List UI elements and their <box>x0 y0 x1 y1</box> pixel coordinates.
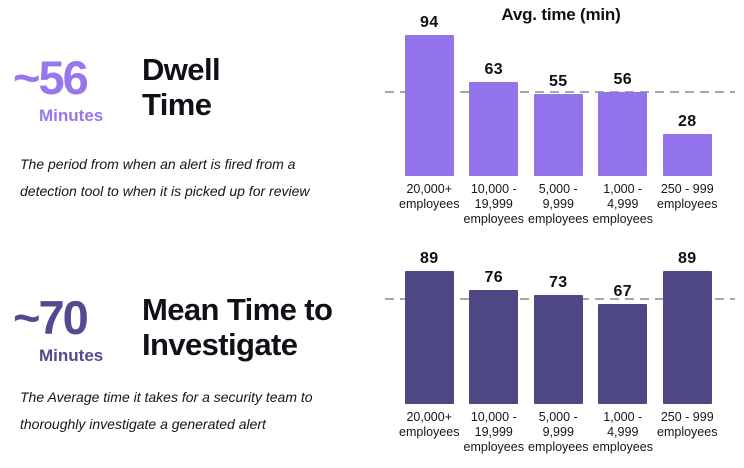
bar-column: 63 <box>462 60 527 176</box>
heading-line: Mean Time to <box>142 292 333 327</box>
category-label: 250 - 999 employees <box>657 182 718 211</box>
mtti-heading: Mean Time to Investigate <box>142 292 333 362</box>
bar <box>662 270 712 404</box>
category-label: 10,000 - 19,999 employees <box>463 410 524 454</box>
mtti-stat-unit: Minutes <box>39 346 104 365</box>
dwell-time-stat-block: ~56 Minutes <box>13 54 103 126</box>
category-label: 1,000 - 4,999 employees <box>592 410 653 454</box>
bar-value-label: 89 <box>678 249 697 267</box>
bar <box>598 303 648 404</box>
bar <box>469 81 519 176</box>
bar-value-label: 89 <box>420 249 439 267</box>
bar-value-label: 63 <box>484 60 503 78</box>
average-dashed-line <box>385 91 735 93</box>
description-line: detection tool to when it is picked up f… <box>20 183 310 199</box>
bar-column: 28 <box>655 113 720 176</box>
bar <box>404 35 454 176</box>
bars-row: 94 63 55 56 28 <box>397 14 720 176</box>
category-label: 5,000 - 9,999 employees <box>528 410 589 454</box>
bar-value-label: 28 <box>678 113 697 130</box>
category-label: 10,000 - 19,999 employees <box>463 182 524 226</box>
bar-column: 55 <box>526 72 591 176</box>
heading-line: Investigate <box>142 327 298 362</box>
bar-value-label: 67 <box>613 282 632 300</box>
bars-row: 89 76 73 67 89 <box>397 249 720 404</box>
category-label: 1,000 - 4,999 employees <box>592 182 653 226</box>
chart-plot-area: 89 76 73 67 89 <box>385 250 737 404</box>
mtti-stat-block: ~70 Minutes <box>13 294 103 366</box>
description-line: The period from when an alert is fired f… <box>20 156 296 172</box>
bar <box>469 290 519 404</box>
heading-line: Time <box>142 87 212 122</box>
bar-column: 67 <box>591 282 656 404</box>
bar-value-label: 55 <box>549 72 568 90</box>
dwell-time-description: The period from when an alert is fired f… <box>20 151 365 205</box>
category-label: 20,000+ employees <box>399 410 460 439</box>
bar-column: 73 <box>526 273 591 404</box>
bar <box>533 294 583 404</box>
mtti-description: The Average time it takes for a security… <box>20 384 365 438</box>
bar <box>404 270 454 404</box>
category-labels-row: 20,000+ employees 10,000 - 19,999 employe… <box>397 182 720 227</box>
bar-value-label: 73 <box>549 273 568 291</box>
bar-value-label: 94 <box>420 14 439 31</box>
bar-value-label: 76 <box>484 269 503 286</box>
chart-title: Avg. time (min) <box>501 5 621 24</box>
category-label: 20,000+ employees <box>399 182 460 211</box>
bar-column: 76 <box>462 269 527 404</box>
bar <box>533 93 583 176</box>
bar-column: 94 <box>397 14 462 176</box>
chart-plot-area: 94 63 55 56 28 <box>385 14 737 176</box>
heading-line: Dwell <box>142 52 221 87</box>
dwell-time-bar-chart: Avg. time (min) 94 63 55 56 28 20,000+ emplo… <box>385 0 737 232</box>
dwell-time-stat-value: ~56 <box>13 51 89 104</box>
description-line: thoroughly investigate a generated alert <box>20 416 266 432</box>
bar <box>662 134 712 176</box>
description-line: The Average time it takes for a security… <box>20 389 313 405</box>
bar-column: 56 <box>591 71 656 176</box>
category-labels-row: 20,000+ employees 10,000 - 19,999 employe… <box>397 410 720 455</box>
dwell-time-stat-unit: Minutes <box>39 106 104 125</box>
category-label: 250 - 999 employees <box>657 410 718 439</box>
dwell-time-heading: Dwell Time <box>142 52 221 122</box>
category-label: 5,000 - 9,999 employees <box>528 182 589 226</box>
bar-column: 89 <box>397 249 462 404</box>
bar <box>598 92 648 176</box>
bar-column: 89 <box>655 249 720 404</box>
mtti-bar-chart: 89 76 73 67 89 20,000+ employees 10,000 - 19,… <box>385 228 737 460</box>
bar-value-label: 56 <box>613 71 632 88</box>
mtti-stat-value: ~70 <box>13 291 89 344</box>
